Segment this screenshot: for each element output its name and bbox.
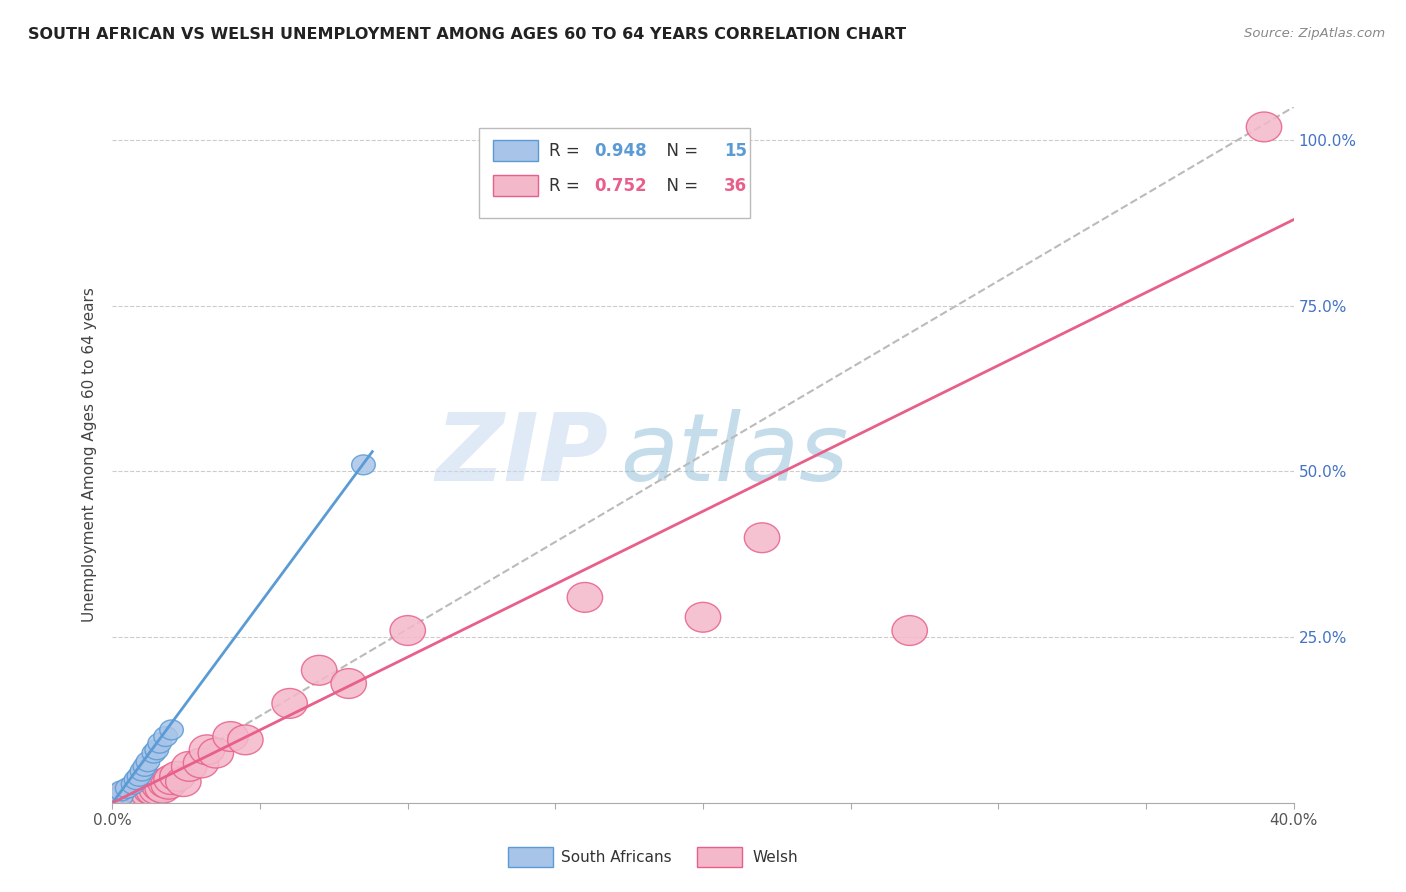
Ellipse shape xyxy=(352,455,375,475)
Ellipse shape xyxy=(145,773,180,803)
Ellipse shape xyxy=(228,725,263,755)
Ellipse shape xyxy=(104,782,139,813)
Text: R =: R = xyxy=(550,177,585,194)
FancyBboxPatch shape xyxy=(478,128,751,219)
Ellipse shape xyxy=(115,779,139,798)
Ellipse shape xyxy=(115,781,150,811)
Ellipse shape xyxy=(134,756,157,776)
Ellipse shape xyxy=(110,786,134,806)
Ellipse shape xyxy=(142,772,177,801)
Text: 0.948: 0.948 xyxy=(595,142,647,160)
Ellipse shape xyxy=(118,778,153,808)
Ellipse shape xyxy=(136,752,160,772)
Ellipse shape xyxy=(166,767,201,797)
Ellipse shape xyxy=(131,761,153,780)
Text: 36: 36 xyxy=(724,177,748,194)
Ellipse shape xyxy=(891,615,928,646)
Ellipse shape xyxy=(301,656,337,685)
Ellipse shape xyxy=(150,769,186,799)
Text: SOUTH AFRICAN VS WELSH UNEMPLOYMENT AMONG AGES 60 TO 64 YEARS CORRELATION CHART: SOUTH AFRICAN VS WELSH UNEMPLOYMENT AMON… xyxy=(28,27,907,42)
Ellipse shape xyxy=(183,748,219,778)
Ellipse shape xyxy=(160,762,195,791)
Ellipse shape xyxy=(153,764,190,795)
Ellipse shape xyxy=(131,778,166,808)
Ellipse shape xyxy=(139,774,174,805)
Ellipse shape xyxy=(148,733,172,753)
Ellipse shape xyxy=(136,776,172,805)
Text: atlas: atlas xyxy=(620,409,849,500)
Ellipse shape xyxy=(172,751,207,781)
Ellipse shape xyxy=(142,743,166,763)
Ellipse shape xyxy=(744,523,780,553)
Y-axis label: Unemployment Among Ages 60 to 64 years: Unemployment Among Ages 60 to 64 years xyxy=(82,287,97,623)
Ellipse shape xyxy=(124,770,148,789)
Ellipse shape xyxy=(110,781,145,811)
Ellipse shape xyxy=(190,735,225,764)
Ellipse shape xyxy=(145,739,169,760)
Ellipse shape xyxy=(110,780,134,801)
Text: R =: R = xyxy=(550,142,585,160)
Text: N =: N = xyxy=(655,142,703,160)
Text: 15: 15 xyxy=(724,142,747,160)
Ellipse shape xyxy=(128,766,150,786)
FancyBboxPatch shape xyxy=(508,847,553,867)
FancyBboxPatch shape xyxy=(492,140,537,161)
Ellipse shape xyxy=(121,774,145,794)
Text: ZIP: ZIP xyxy=(436,409,609,501)
Ellipse shape xyxy=(1246,112,1282,142)
Text: Source: ZipAtlas.com: Source: ZipAtlas.com xyxy=(1244,27,1385,40)
Ellipse shape xyxy=(112,782,148,813)
Ellipse shape xyxy=(389,615,426,646)
Ellipse shape xyxy=(198,739,233,768)
Ellipse shape xyxy=(124,778,160,808)
Ellipse shape xyxy=(330,669,367,698)
Text: Welsh: Welsh xyxy=(752,849,799,864)
Ellipse shape xyxy=(567,582,603,612)
Ellipse shape xyxy=(271,689,308,718)
Ellipse shape xyxy=(134,774,169,805)
Ellipse shape xyxy=(685,602,721,632)
FancyBboxPatch shape xyxy=(492,175,537,196)
Ellipse shape xyxy=(127,781,163,811)
Ellipse shape xyxy=(101,785,136,814)
Text: 0.752: 0.752 xyxy=(595,177,647,194)
Ellipse shape xyxy=(153,727,177,747)
Text: N =: N = xyxy=(655,177,703,194)
FancyBboxPatch shape xyxy=(697,847,742,867)
Ellipse shape xyxy=(212,722,249,751)
Ellipse shape xyxy=(160,720,183,739)
Ellipse shape xyxy=(107,785,142,814)
Ellipse shape xyxy=(121,780,157,810)
Ellipse shape xyxy=(148,768,183,797)
Text: South Africans: South Africans xyxy=(561,849,672,864)
